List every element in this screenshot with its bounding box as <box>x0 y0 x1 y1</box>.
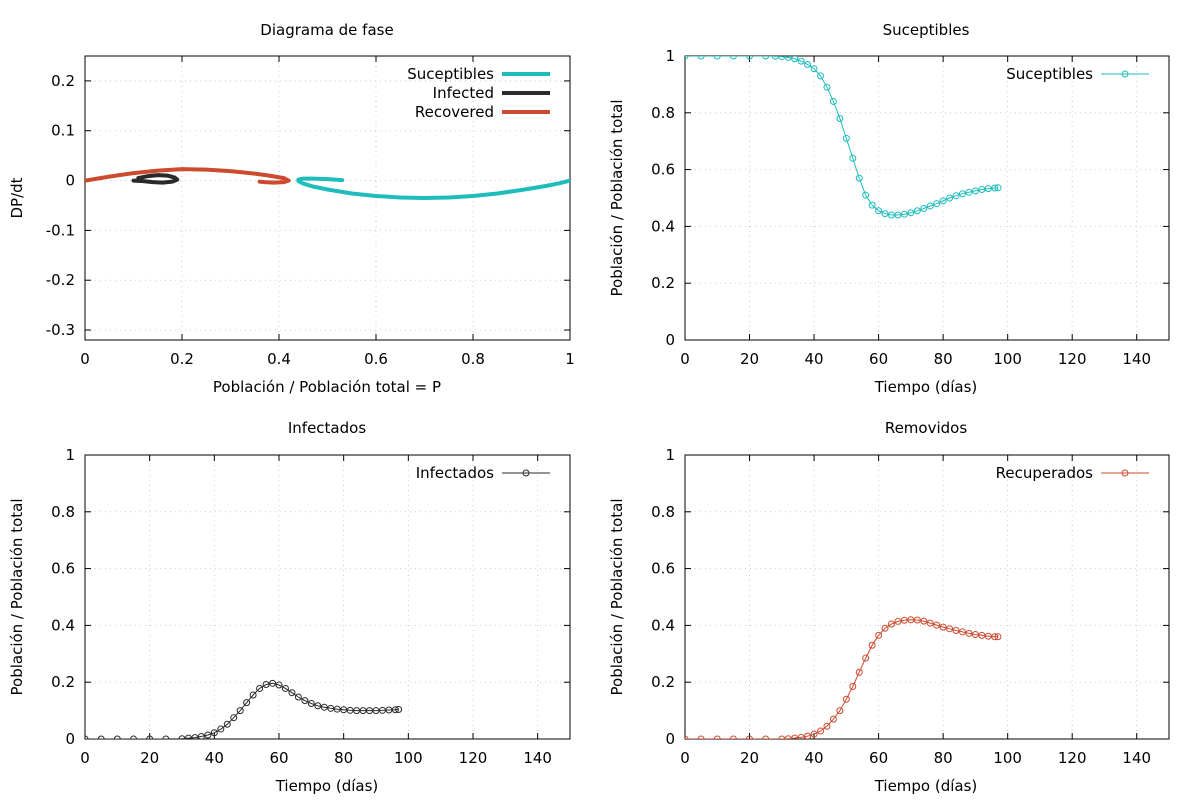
y-tick-label: 0.1 <box>51 122 75 140</box>
y-tick-label: 0 <box>65 730 75 748</box>
y-tick-label: 0.8 <box>651 503 675 521</box>
x-tick-label: 60 <box>869 350 888 368</box>
x-tick-label: 60 <box>869 749 888 767</box>
y-tick-label: 0.8 <box>51 503 75 521</box>
x-tick-label: 20 <box>740 350 759 368</box>
x-tick-label: 0.4 <box>267 350 291 368</box>
y-tick-label: 1 <box>665 47 675 65</box>
y-tick-label: 1 <box>65 446 75 464</box>
y-tick-label: 1 <box>665 446 675 464</box>
x-tick-label: 100 <box>993 350 1022 368</box>
legend-label: Recuperados <box>996 464 1094 482</box>
y-tick-label: 0.2 <box>51 673 75 691</box>
x-tick-label: 20 <box>140 749 159 767</box>
x-tick-label: 80 <box>934 350 953 368</box>
y-tick-label: 0.6 <box>651 560 675 578</box>
x-tick-label: 120 <box>1058 350 1087 368</box>
y-tick-label: 0.8 <box>651 104 675 122</box>
y-axis-label: Población / Población total <box>608 499 626 696</box>
legend-label: Suceptibles <box>1006 65 1093 83</box>
y-tick-label: 0.6 <box>651 161 675 179</box>
x-tick-label: 140 <box>1122 749 1151 767</box>
x-axis-label: Población / Población total = P <box>213 378 441 396</box>
chart-title: Diagrama de fase <box>260 21 393 39</box>
x-tick-label: 120 <box>1058 749 1087 767</box>
legend-label: Infectados <box>416 464 494 482</box>
x-axis-label: Tiempo (días) <box>275 777 379 795</box>
y-tick-label: -0.1 <box>46 221 75 239</box>
y-tick-label: 0.4 <box>651 616 675 634</box>
x-tick-label: 1 <box>565 350 575 368</box>
x-tick-label: 40 <box>805 350 824 368</box>
x-axis-label: Tiempo (días) <box>874 378 978 396</box>
y-tick-label: 0 <box>65 172 75 190</box>
y-tick-label: 0.4 <box>51 616 75 634</box>
y-tick-label: -0.3 <box>46 321 75 339</box>
y-tick-label: 0.4 <box>651 217 675 235</box>
x-tick-label: 0.6 <box>364 350 388 368</box>
legend-label: Suceptibles <box>407 65 494 83</box>
y-axis-label: DP/dt <box>8 177 26 218</box>
x-tick-label: 100 <box>394 749 423 767</box>
y-tick-label: -0.2 <box>46 271 75 289</box>
chart-title: Infectados <box>288 419 366 437</box>
x-tick-label: 0 <box>680 749 690 767</box>
y-tick-label: 0.6 <box>51 560 75 578</box>
legend-label: Infected <box>433 84 494 102</box>
y-tick-label: 0.2 <box>651 274 675 292</box>
x-tick-label: 0.2 <box>170 350 194 368</box>
x-tick-label: 40 <box>205 749 224 767</box>
chart-title: Suceptibles <box>883 21 970 39</box>
x-tick-label: 80 <box>934 749 953 767</box>
y-axis-label: Población / Población total <box>608 100 626 297</box>
y-tick-label: 0 <box>665 730 675 748</box>
x-tick-label: 0 <box>680 350 690 368</box>
x-tick-label: 60 <box>269 749 288 767</box>
x-axis-label: Tiempo (días) <box>874 777 978 795</box>
y-axis-label: Población / Población total <box>8 499 26 696</box>
x-tick-label: 100 <box>993 749 1022 767</box>
legend-label: Recovered <box>415 103 494 121</box>
x-tick-label: 0 <box>80 749 90 767</box>
x-tick-label: 0.8 <box>461 350 485 368</box>
x-tick-label: 80 <box>334 749 353 767</box>
x-tick-label: 0 <box>80 350 90 368</box>
y-tick-label: 0 <box>665 331 675 349</box>
x-tick-label: 20 <box>740 749 759 767</box>
x-tick-label: 120 <box>459 749 488 767</box>
x-tick-label: 40 <box>805 749 824 767</box>
y-tick-label: 0.2 <box>651 673 675 691</box>
x-tick-label: 140 <box>1122 350 1151 368</box>
x-tick-label: 140 <box>523 749 552 767</box>
chart-title: Removidos <box>885 419 968 437</box>
y-tick-label: 0.2 <box>51 72 75 90</box>
